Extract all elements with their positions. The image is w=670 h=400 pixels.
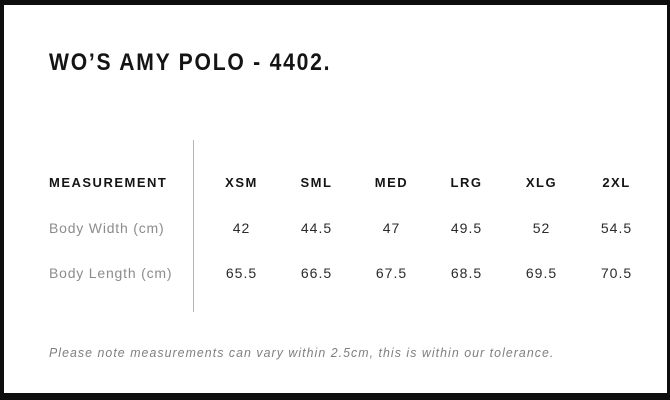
body-length-sml: 66.5 bbox=[300, 264, 333, 281]
body-length-lrg: 68.5 bbox=[450, 264, 483, 281]
column-header-sml: SML bbox=[300, 175, 333, 190]
column-header-lrg: LRG bbox=[450, 175, 483, 190]
table-row-body-width: Body Width (cm) 42 44.5 47 49.5 52 54.5 bbox=[49, 205, 654, 250]
body-width-sml: 44.5 bbox=[300, 219, 333, 236]
row-label: Body Length (cm) bbox=[49, 264, 173, 281]
body-length-xlg: 69.5 bbox=[525, 264, 558, 281]
column-header-xsm: XSM bbox=[225, 175, 258, 190]
body-width-med: 47 bbox=[382, 219, 401, 236]
body-width-2xl: 54.5 bbox=[600, 219, 633, 236]
table-row-body-length: Body Length (cm) 65.5 66.5 67.5 68.5 69.… bbox=[49, 250, 654, 295]
body-length-2xl: 70.5 bbox=[600, 264, 633, 281]
body-length-med: 67.5 bbox=[375, 264, 408, 281]
size-chart-table: MEASUREMENT XSM SML MED LRG XLG 2XL Body… bbox=[49, 140, 654, 312]
body-width-xlg: 52 bbox=[532, 219, 551, 236]
body-width-xsm: 42 bbox=[232, 219, 251, 236]
column-header-measurement: MEASUREMENT bbox=[49, 175, 168, 190]
body-width-lrg: 49.5 bbox=[450, 219, 483, 236]
column-header-xlg: XLG bbox=[525, 175, 558, 190]
body-length-xsm: 65.5 bbox=[225, 264, 258, 281]
page-title: WO’S AMY POLO - 4402. bbox=[49, 49, 332, 76]
column-header-med: MED bbox=[374, 175, 409, 190]
column-header-2xl: 2XL bbox=[602, 175, 631, 190]
table-header-row: MEASUREMENT XSM SML MED LRG XLG 2XL bbox=[49, 160, 654, 205]
tolerance-note: Please note measurements can vary within… bbox=[49, 345, 555, 360]
column-divider-line bbox=[193, 140, 194, 312]
row-label: Body Width (cm) bbox=[49, 219, 165, 236]
